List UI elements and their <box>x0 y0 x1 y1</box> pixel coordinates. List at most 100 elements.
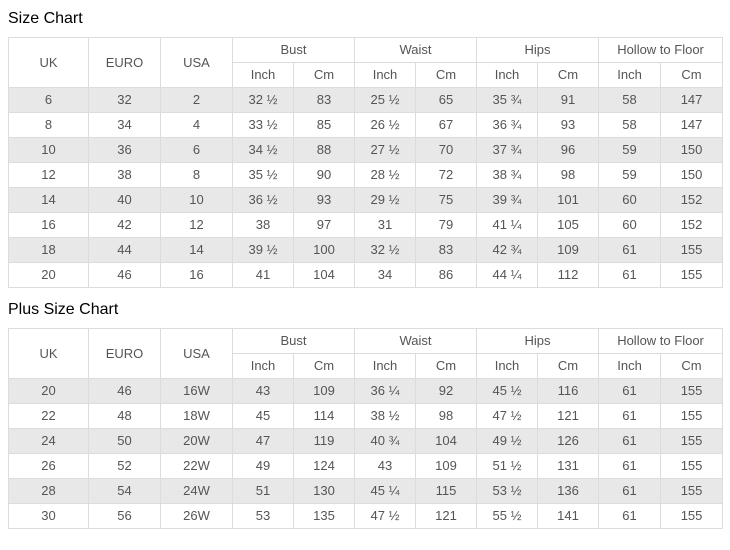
table-cell: 88 <box>292 137 356 163</box>
table-cell: 53 <box>232 503 294 529</box>
table-cell: 70 <box>415 137 478 163</box>
table-cell: 16 <box>160 262 233 288</box>
table-cell: 61 <box>598 478 662 504</box>
table-cell: 98 <box>415 403 478 429</box>
column-header: USA <box>160 328 233 379</box>
table-cell: 150 <box>660 162 724 188</box>
plus-size-chart-title: Plus Size Chart <box>8 301 119 318</box>
table-cell: 25 ½ <box>354 87 417 113</box>
table-cell: 61 <box>598 503 662 529</box>
table-cell: 59 <box>598 137 662 163</box>
table-cell: 32 ½ <box>232 87 294 113</box>
table-cell: 36 <box>88 137 161 163</box>
table-cell: 104 <box>292 262 356 288</box>
table-cell: 47 ½ <box>354 503 417 529</box>
table-cell: 116 <box>537 378 600 404</box>
table-cell: 83 <box>415 237 478 263</box>
table-row: 10 36 6 34 ½ 88 27 ½ 70 37 ¾ 96 59 150 <box>8 137 724 163</box>
table-cell: 10 <box>160 187 233 213</box>
table-cell: 60 <box>598 187 662 213</box>
column-header: Waist <box>354 328 478 354</box>
table-cell: 14 <box>8 187 89 213</box>
table-cell: 16W <box>160 378 233 404</box>
table-cell: 28 ½ <box>354 162 417 188</box>
table-cell: 60 <box>598 212 662 238</box>
size-chart-table: UK EURO USA Bust Waist Hips Hollow to Floor Inc… <box>8 37 724 288</box>
table-cell: 10 <box>8 137 89 163</box>
table-cell: 44 ¼ <box>476 262 539 288</box>
table-cell: 141 <box>537 503 600 529</box>
column-header: EURO <box>88 37 161 88</box>
table-cell: 38 ½ <box>354 403 417 429</box>
table-cell: 61 <box>598 453 662 479</box>
table-cell: 38 <box>232 212 294 238</box>
table-cell: 40 <box>88 187 161 213</box>
unit-subheader: Inch <box>232 62 294 88</box>
table-cell: 155 <box>660 478 724 504</box>
table-cell: 20W <box>160 428 233 454</box>
table-cell: 42 <box>88 212 161 238</box>
table-cell: 46 <box>88 378 161 404</box>
table-cell: 49 ½ <box>476 428 539 454</box>
unit-subheader: Cm <box>537 62 600 88</box>
table-cell: 61 <box>598 262 662 288</box>
table-cell: 155 <box>660 428 724 454</box>
table-cell: 26 <box>8 453 89 479</box>
table-cell: 61 <box>598 403 662 429</box>
table-cell: 47 ½ <box>476 403 539 429</box>
column-header: UK <box>8 37 89 88</box>
unit-subheader: Inch <box>354 353 417 379</box>
column-header: USA <box>160 37 233 88</box>
table-cell: 58 <box>598 87 662 113</box>
table-row: 18 44 14 39 ½ 100 32 ½ 83 42 ¾ 109 61 155 <box>8 237 724 263</box>
table-cell: 36 ¾ <box>476 112 539 138</box>
table-cell: 54 <box>88 478 161 504</box>
table-cell: 152 <box>660 212 724 238</box>
table-cell: 28 <box>8 478 89 504</box>
table-cell: 45 ½ <box>476 378 539 404</box>
table-cell: 67 <box>415 112 478 138</box>
table-cell: 48 <box>88 403 161 429</box>
column-header: Bust <box>231 37 356 63</box>
table-cell: 29 ½ <box>354 187 417 213</box>
table-cell: 4 <box>160 112 233 138</box>
table-cell: 75 <box>415 187 478 213</box>
table-cell: 155 <box>660 237 724 263</box>
table-cell: 41 <box>232 262 294 288</box>
table-row: 16 42 12 38 97 31 79 41 ¼ 105 60 152 <box>8 212 724 238</box>
table-cell: 39 ¾ <box>476 187 539 213</box>
table-cell: 27 ½ <box>354 137 417 163</box>
table-cell: 83 <box>292 87 356 113</box>
table-cell: 51 ½ <box>476 453 539 479</box>
table-cell: 52 <box>88 453 161 479</box>
table-cell: 42 ¾ <box>476 237 539 263</box>
unit-subheader: Cm <box>415 353 478 379</box>
table-cell: 6 <box>8 87 89 113</box>
table-cell: 43 <box>354 453 417 479</box>
table-row: 22 48 18W 45 114 38 ½ 98 47 ½ 121 61 155 <box>8 403 724 429</box>
table-cell: 24W <box>160 478 233 504</box>
table-cell: 55 ½ <box>476 503 539 529</box>
table-cell: 31 <box>354 212 417 238</box>
table-cell: 112 <box>537 262 600 288</box>
table-cell: 59 <box>598 162 662 188</box>
column-header: Waist <box>354 37 478 63</box>
table-cell: 8 <box>160 162 233 188</box>
table-cell: 51 <box>232 478 294 504</box>
table-cell: 36 ¼ <box>354 378 417 404</box>
table-cell: 53 ½ <box>476 478 539 504</box>
table-cell: 98 <box>537 162 600 188</box>
table-row: 30 56 26W 53 135 47 ½ 121 55 ½ 141 61 155 <box>8 503 724 529</box>
table-cell: 61 <box>598 237 662 263</box>
table-cell: 65 <box>415 87 478 113</box>
table-cell: 44 <box>88 237 161 263</box>
table-row: 6 32 2 32 ½ 83 25 ½ 65 35 ¾ 91 58 147 <box>8 87 724 113</box>
table-cell: 38 <box>88 162 161 188</box>
table-row: 12 38 8 35 ½ 90 28 ½ 72 38 ¾ 98 59 150 <box>8 162 724 188</box>
unit-subheader: Inch <box>476 62 539 88</box>
table-cell: 32 <box>88 87 161 113</box>
table-cell: 147 <box>660 87 724 113</box>
table-cell: 90 <box>292 162 356 188</box>
table-cell: 109 <box>292 378 356 404</box>
table-cell: 97 <box>292 212 356 238</box>
